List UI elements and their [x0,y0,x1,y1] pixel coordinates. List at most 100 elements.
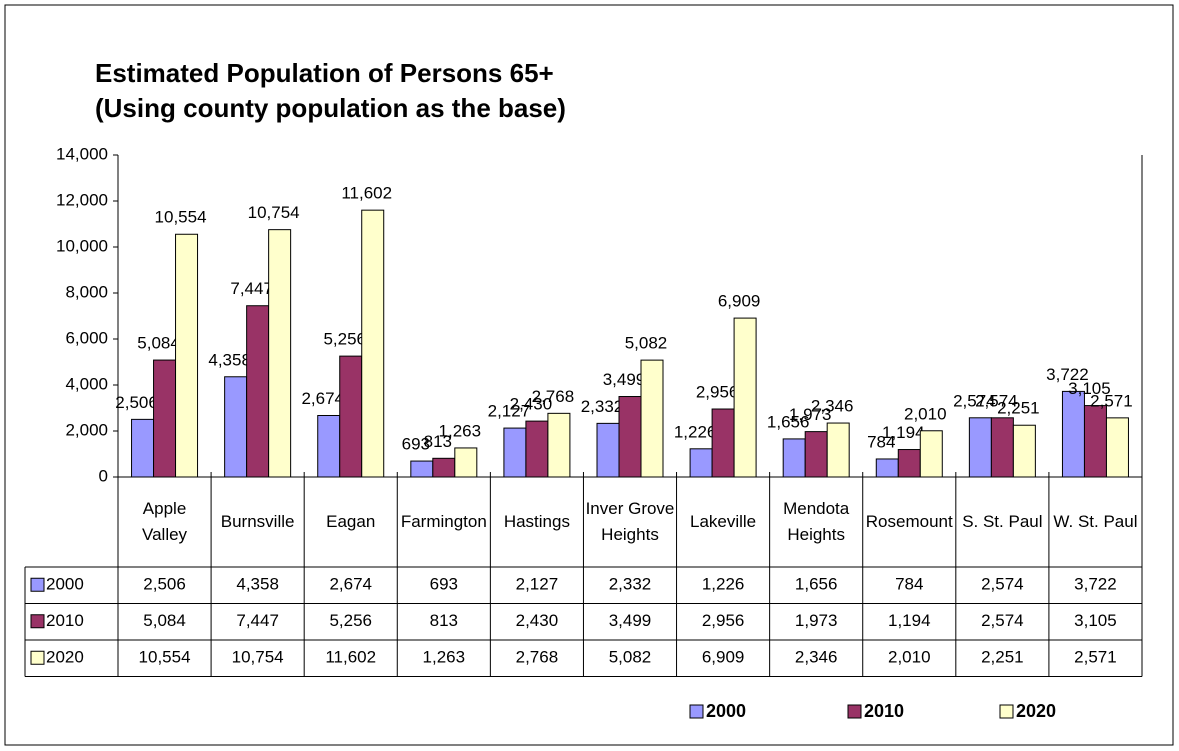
legend-key [30,650,45,665]
data-label: 7,447 [230,279,273,298]
category-cell: Hastings [503,512,570,531]
chart-subtitle: (Using county population as the base) [95,93,566,123]
chart-frame [4,4,1174,746]
table-value: 4,358 [236,575,279,594]
table-value: 2,346 [795,648,838,667]
x-tick-label: Eagan [326,512,376,531]
y-tick-label: 2,000 [65,420,108,439]
data-label: 813 [424,432,452,451]
table-value: 2,506 [143,575,186,594]
bar [640,359,664,478]
data-label: 11,602 [341,184,392,203]
bar [689,448,713,478]
table-value: 1,194 [888,611,931,630]
data-label: 784 [867,432,895,451]
table-value: 7,447 [236,611,279,630]
category-cell: Farmington [401,512,487,531]
data-label: 5,256 [323,330,366,349]
category-cell: Apple Valley [142,499,187,544]
category-cell: Lakeville [690,512,756,531]
data-label: 2,956 [696,382,739,401]
bar [547,412,571,478]
category-cell: Rosemount [866,512,953,531]
data-label: 1,973 [789,405,832,424]
table-value: 2,571 [1074,648,1117,667]
table-value: 2,674 [329,575,372,594]
x-tick-label: S. St. Paul [962,512,1043,531]
x-tick-label: W. St. Paul [1053,512,1138,531]
data-label: 2,346 [811,397,854,416]
bar [175,233,199,478]
table-value: 2,332 [609,575,652,594]
bar [733,317,757,478]
data-label: 1,263 [439,421,482,440]
bar [1105,417,1129,478]
x-tick-label: Burnsville [220,512,295,531]
data-label: 2,251 [997,399,1040,418]
category-cell: Eagan [326,512,376,531]
table-value: 693 [430,575,458,594]
data-label: 3,722 [1046,365,1089,384]
bar [897,449,921,478]
data-label: 2,010 [904,404,947,423]
table-value: 10,554 [139,648,191,667]
y-tick-label: 14,000 [56,144,108,163]
bar [919,430,943,478]
bar [410,460,434,478]
data-label: 2,574 [953,391,996,410]
data-label: 3,105 [1068,379,1111,398]
bar [1083,405,1107,478]
table-value: 1,226 [702,575,745,594]
bar [711,408,735,478]
table-value: 5,084 [143,611,186,630]
table-value: 5,256 [329,611,372,630]
legend-key [999,704,1014,719]
table-value: 784 [895,575,923,594]
table-value: 3,105 [1074,611,1117,630]
table-value: 2,010 [888,648,931,667]
bar [990,417,1014,478]
table-value: 3,722 [1074,575,1117,594]
bar [361,209,385,478]
table-value: 2,574 [981,611,1024,630]
bar [268,229,292,478]
table-series-name: 2000 [46,575,84,594]
data-label: 5,084 [137,334,180,353]
table-value: 1,973 [795,611,838,630]
bar [432,457,456,478]
bar [525,420,549,478]
category-cell: S. St. Paul [962,512,1043,531]
table-series-name: 2020 [46,648,84,667]
legend-key [30,577,45,592]
table-value: 2,768 [516,648,559,667]
table-value: 2,127 [516,575,559,594]
x-tick-label: Hastings [503,512,570,531]
x-tick-label: Inver Grove Heights [585,499,675,544]
data-label: 1,194 [882,423,925,442]
bar [454,447,478,478]
category-cell: Burnsville [220,512,295,531]
bar [1061,390,1085,478]
table-value: 813 [430,611,458,630]
table-value: 5,082 [609,648,652,667]
data-label: 4,358 [208,350,251,369]
table-value: 1,263 [423,648,466,667]
data-label: 6,909 [718,292,761,311]
table-series-name: 2010 [46,611,84,630]
y-tick-label: 6,000 [65,328,108,347]
table-value: 2,574 [981,575,1024,594]
x-tick-label: Mendota Heights [783,499,850,544]
bar [804,431,828,478]
bar [1012,424,1036,478]
data-label: 2,430 [510,395,553,414]
bar [339,355,363,478]
table-value: 2,956 [702,611,745,630]
data-label: 10,554 [155,208,207,227]
data-label: 2,506 [115,393,158,412]
y-tick-label: 8,000 [65,282,108,301]
data-label: 2,571 [1090,391,1133,410]
bar [782,438,806,478]
data-label: 693 [402,435,430,454]
bar [131,418,155,478]
